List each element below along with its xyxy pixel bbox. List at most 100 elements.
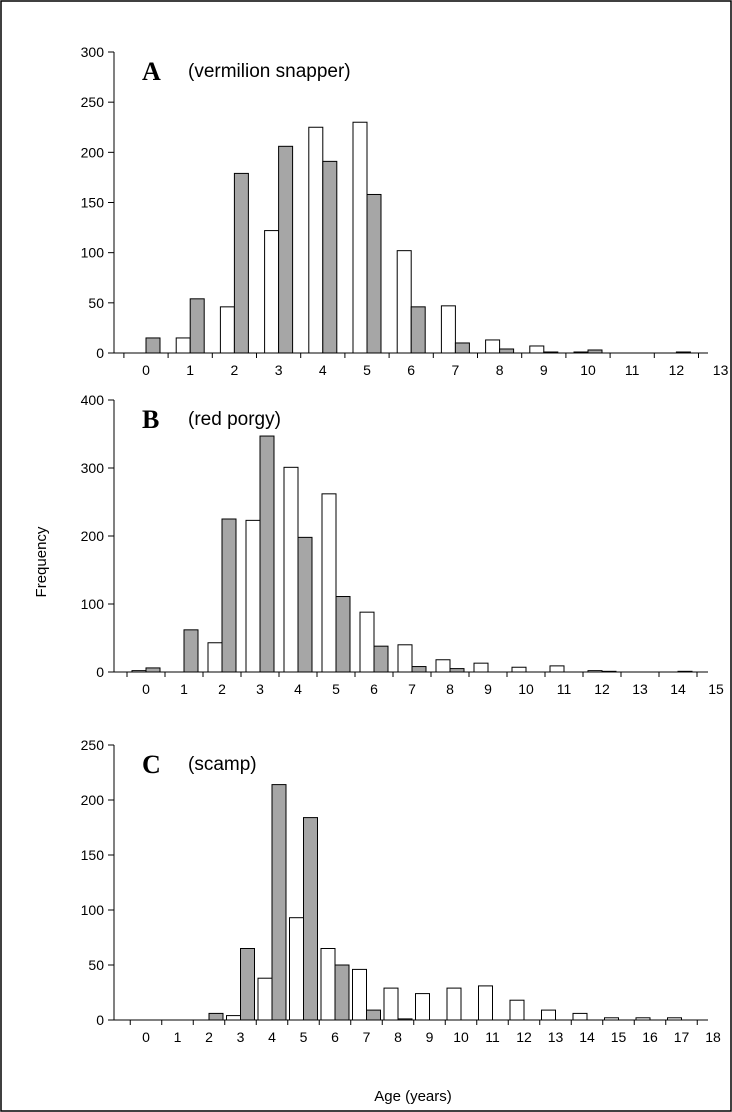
x-tick-label: 12 bbox=[516, 1029, 532, 1045]
bar-panel-b-s0-age-10 bbox=[511, 666, 527, 673]
x-tick-label: 10 bbox=[580, 362, 596, 378]
x-tick-label: 1 bbox=[186, 362, 194, 378]
bar-panel-b-s1-age-7 bbox=[411, 666, 427, 673]
bar-panel-c-s1-age-2 bbox=[208, 1012, 224, 1021]
bar-panel-b-s1-age-4 bbox=[297, 536, 313, 673]
y-tick-label: 200 bbox=[81, 792, 105, 808]
x-tick-label: 17 bbox=[674, 1029, 690, 1045]
bar-panel-c-s0-age-4 bbox=[257, 977, 273, 1021]
panel-letter: B bbox=[142, 405, 159, 434]
bar-panel-a-s0-age-4 bbox=[308, 126, 324, 354]
x-tick-label: 9 bbox=[484, 681, 492, 697]
y-tick-label: 50 bbox=[88, 295, 104, 311]
bar-panel-c-s0-age-8 bbox=[383, 987, 399, 1021]
bar-panel-a-s0-age-7 bbox=[440, 305, 456, 354]
x-tick-label: 10 bbox=[453, 1029, 469, 1045]
bar-panel-b-s0-age-8 bbox=[435, 659, 451, 673]
y-tick-label: 50 bbox=[88, 957, 104, 973]
bar-panel-c-s1-age-6 bbox=[334, 964, 350, 1021]
x-tick-label: 11 bbox=[485, 1029, 500, 1045]
x-tick-label: 11 bbox=[625, 362, 640, 378]
bar-panel-a-s0-age-3 bbox=[264, 230, 280, 354]
y-tick-label: 250 bbox=[81, 94, 105, 110]
bar-panel-a-s0-age-9 bbox=[529, 345, 545, 354]
x-tick-label: 2 bbox=[231, 362, 239, 378]
x-tick-label: 5 bbox=[300, 1029, 308, 1045]
bar-panel-c-s0-age-7 bbox=[352, 968, 367, 1021]
y-tick-label: 100 bbox=[81, 902, 105, 918]
bar-panel-a-s1-age-1 bbox=[189, 298, 205, 354]
x-tick-label: 1 bbox=[180, 681, 188, 697]
x-tick-label: 4 bbox=[319, 362, 327, 378]
bar-panel-a-s1-age-0 bbox=[145, 337, 161, 354]
bar-panel-b-s1-age-2 bbox=[221, 518, 237, 673]
bar-panel-c-s1-age-7 bbox=[366, 1009, 381, 1021]
y-tick-label: 0 bbox=[96, 1012, 104, 1028]
x-axis-title: Age (years) bbox=[374, 1088, 452, 1105]
y-tick-label: 150 bbox=[81, 847, 105, 863]
y-tick-label: 200 bbox=[81, 144, 105, 160]
bar-panel-c-s1-age-3 bbox=[240, 948, 255, 1021]
bar-panel-c-s0-age-11 bbox=[478, 985, 493, 1021]
bar-panel-b-s0-age-2 bbox=[207, 642, 223, 673]
bar-panel-a-s0-age-2 bbox=[219, 306, 235, 354]
x-tick-label: 7 bbox=[363, 1029, 371, 1045]
bar-panel-c-s0-age-3 bbox=[226, 1015, 241, 1021]
bar-panel-b-s1-age-0 bbox=[145, 667, 161, 673]
bar-panel-b-s0-age-4 bbox=[283, 466, 299, 673]
x-tick-label: 3 bbox=[275, 362, 283, 378]
bar-panel-c-s0-age-6 bbox=[320, 948, 336, 1021]
bar-panel-a-s1-age-8 bbox=[499, 348, 515, 354]
x-tick-label: 6 bbox=[331, 1029, 339, 1045]
x-tick-label: 0 bbox=[142, 681, 150, 697]
x-tick-label: 11 bbox=[557, 681, 572, 697]
bar-panel-b-s1-age-1 bbox=[183, 629, 199, 673]
x-tick-label: 16 bbox=[642, 1029, 658, 1045]
x-tick-label: 6 bbox=[407, 362, 415, 378]
y-tick-label: 250 bbox=[81, 737, 105, 753]
bar-panel-a-s1-age-2 bbox=[233, 172, 249, 354]
x-tick-label: 14 bbox=[670, 681, 686, 697]
y-tick-label: 300 bbox=[81, 44, 105, 60]
x-tick-label: 0 bbox=[142, 362, 150, 378]
y-tick-label: 200 bbox=[81, 528, 105, 544]
y-tick-label: 0 bbox=[96, 664, 104, 680]
x-tick-label: 13 bbox=[713, 362, 729, 378]
bar-panel-c-s0-age-9 bbox=[415, 993, 430, 1021]
x-tick-label: 4 bbox=[268, 1029, 276, 1045]
x-tick-label: 6 bbox=[370, 681, 378, 697]
x-tick-label: 14 bbox=[579, 1029, 595, 1045]
x-tick-label: 15 bbox=[708, 681, 724, 697]
y-tick-label: 150 bbox=[81, 195, 105, 211]
y-tick-label: 300 bbox=[81, 460, 105, 476]
panel-title: (scamp) bbox=[188, 754, 257, 775]
bar-panel-b-s1-age-5 bbox=[335, 596, 351, 673]
x-tick-label: 15 bbox=[611, 1029, 627, 1045]
bar-panel-a-s1-age-5 bbox=[366, 193, 382, 354]
bar-panel-b-s0-age-6 bbox=[359, 611, 375, 673]
bar-panel-b-s1-age-6 bbox=[373, 645, 389, 673]
x-tick-label: 12 bbox=[669, 362, 685, 378]
x-tick-label: 1 bbox=[174, 1029, 182, 1045]
bar-panel-c-s0-age-14 bbox=[572, 1012, 588, 1021]
x-tick-label: 5 bbox=[363, 362, 371, 378]
y-axis-title: Frequency bbox=[33, 526, 50, 597]
bar-panel-b-s0-age-3 bbox=[245, 519, 261, 673]
x-tick-label: 5 bbox=[332, 681, 340, 697]
bar-panel-a-s1-age-7 bbox=[454, 342, 470, 354]
bar-panel-a-s1-age-4 bbox=[322, 160, 338, 354]
x-tick-label: 4 bbox=[294, 681, 302, 697]
bar-panel-b-s1-age-3 bbox=[259, 435, 275, 673]
bar-panel-c-s0-age-12 bbox=[509, 999, 525, 1021]
x-tick-label: 8 bbox=[446, 681, 454, 697]
panel-title: (vermilion snapper) bbox=[188, 61, 351, 82]
bar-panel-b-s1-age-8 bbox=[449, 668, 465, 673]
x-tick-label: 18 bbox=[705, 1029, 721, 1045]
bar-panel-c-s0-age-5 bbox=[289, 917, 304, 1021]
x-tick-label: 9 bbox=[540, 362, 548, 378]
x-tick-label: 7 bbox=[452, 362, 460, 378]
